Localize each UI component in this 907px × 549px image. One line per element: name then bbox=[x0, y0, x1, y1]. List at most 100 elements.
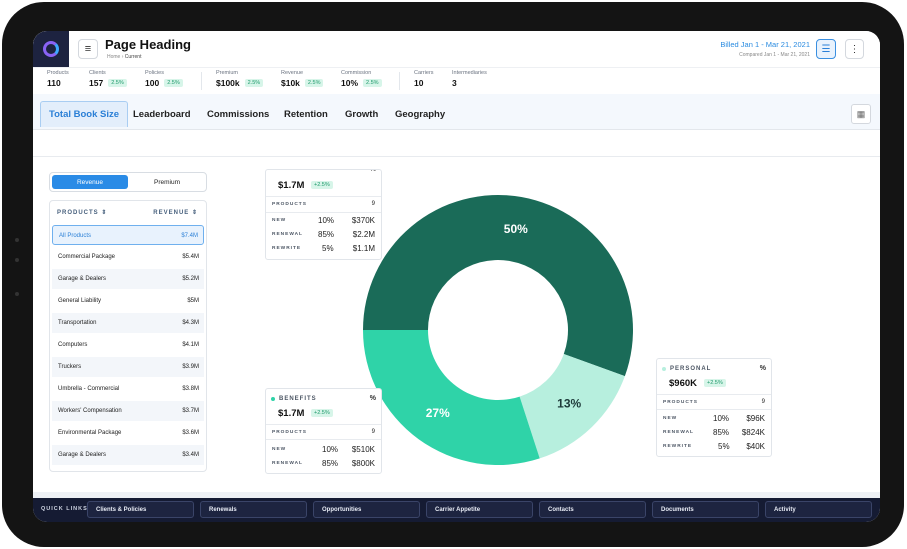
donut-slice-50[interactable] bbox=[363, 194, 633, 377]
tab-commissions[interactable]: Commissions bbox=[207, 108, 270, 120]
card-row-label: REWRITE bbox=[663, 444, 693, 449]
quick-link-activity[interactable]: Activity bbox=[765, 501, 872, 518]
card-row-label: NEW bbox=[272, 218, 287, 223]
stat-badge: 2.5% bbox=[164, 79, 183, 87]
card-row-pct: 85% bbox=[318, 230, 335, 239]
top-bar: ≡ Page Heading Home › Current Billed Jan… bbox=[33, 31, 880, 67]
quick-link-renewals[interactable]: Renewals bbox=[200, 501, 307, 518]
card-row-label: RENEWAL bbox=[272, 232, 303, 237]
table-row[interactable]: Garage & Dealers $3.4M bbox=[52, 445, 204, 465]
table-row[interactable]: All Products $7.4M bbox=[52, 225, 204, 245]
camera-dot bbox=[15, 258, 19, 262]
table-row[interactable]: General Liability $5M bbox=[52, 291, 204, 311]
quick-link-clients-policies[interactable]: Clients & Policies bbox=[87, 501, 194, 518]
tab-retention[interactable]: Retention bbox=[284, 108, 328, 120]
toggle-revenue[interactable]: Revenue bbox=[52, 175, 128, 189]
breadcrumb-home[interactable]: Home bbox=[107, 54, 121, 60]
donut-slice-label: 27% bbox=[426, 406, 450, 420]
grid-view-button[interactable]: ▦ bbox=[851, 104, 871, 124]
row-revenue-value: $3.4M bbox=[182, 452, 199, 458]
stat-label: Products bbox=[47, 70, 69, 76]
table-row[interactable]: Umbrella - Commercial $3.8M bbox=[52, 379, 204, 399]
app-logo[interactable] bbox=[33, 31, 69, 67]
personal-legend-dot bbox=[662, 367, 666, 371]
stat-products: Products 110 bbox=[47, 70, 69, 88]
quick-link-contacts[interactable]: Contacts bbox=[539, 501, 646, 518]
commercial-detail-card[interactable]: % $1.7M +2.5% PRODUCTS 9 NEW 10% $370K R… bbox=[265, 169, 382, 260]
card-divider bbox=[657, 394, 771, 395]
stat-policies: Policies 100 2.5% bbox=[145, 70, 183, 88]
card-products-label: PRODUCTS bbox=[272, 202, 307, 207]
stat-value: 3 bbox=[452, 78, 457, 88]
benefits-legend-dot bbox=[271, 397, 275, 401]
row-product-name: Environmental Package bbox=[58, 430, 122, 436]
stat-revenue: Revenue $10k 2.5% bbox=[281, 70, 324, 88]
donut-slice-13[interactable] bbox=[519, 353, 625, 459]
card-amount: $1.7M bbox=[278, 408, 305, 419]
tab-total-book-size[interactable]: Total Book Size bbox=[40, 101, 129, 127]
stat-value: $100k bbox=[216, 78, 240, 88]
quick-link-carrier-appetite[interactable]: Carrier Appetite bbox=[426, 501, 533, 518]
table-row[interactable]: Commercial Package $5.4M bbox=[52, 247, 204, 267]
card-products-count: 9 bbox=[371, 201, 375, 207]
stat-label: Premium bbox=[216, 70, 239, 76]
more-options-button[interactable]: ⋮ bbox=[845, 39, 864, 59]
stat-label: Intermediaries bbox=[452, 70, 487, 76]
card-divider bbox=[266, 424, 381, 425]
stat-commission: Commission 10% 2.5% bbox=[341, 70, 382, 88]
menu-button[interactable]: ≡ bbox=[78, 39, 98, 59]
content-divider bbox=[33, 156, 880, 157]
benefits-detail-card[interactable]: BENEFITS % $1.7M +2.5% PRODUCTS 9 NEW 10… bbox=[265, 388, 382, 474]
card-divider bbox=[266, 212, 381, 213]
quick-link-opportunities[interactable]: Opportunities bbox=[313, 501, 420, 518]
row-product-name: Umbrella - Commercial bbox=[58, 386, 120, 392]
card-name: BENEFITS bbox=[279, 396, 317, 402]
card-row-value: $40K bbox=[746, 442, 765, 451]
card-row-value: $510K bbox=[351, 445, 375, 454]
row-product-name: Truckers bbox=[58, 364, 82, 370]
camera-dot bbox=[15, 238, 19, 242]
stat-label: Policies bbox=[145, 70, 164, 76]
stats-bar: Products 110 Clients 157 2.5% Policies 10… bbox=[33, 67, 880, 95]
row-revenue-value: $3.9M bbox=[182, 364, 199, 370]
stats-divider bbox=[201, 72, 202, 90]
card-row-value: $824K bbox=[741, 428, 765, 437]
book-size-donut-chart: 50% 13% 27% bbox=[363, 193, 633, 467]
filter-button[interactable]: ☰ bbox=[816, 39, 836, 59]
products-column-header[interactable]: PRODUCTS ⇕ bbox=[57, 210, 108, 216]
stat-label: Carriers bbox=[414, 70, 434, 76]
donut-slice-label: 13% bbox=[557, 397, 581, 411]
sliders-icon: ☰ bbox=[821, 43, 831, 55]
card-row-label: NEW bbox=[663, 416, 678, 421]
row-revenue-value: $5.2M bbox=[182, 276, 199, 282]
stat-value: 110 bbox=[47, 78, 61, 88]
table-row[interactable]: Workers' Compensation $3.7M bbox=[52, 401, 204, 421]
table-row[interactable]: Truckers $3.9M bbox=[52, 357, 204, 377]
tab-geography[interactable]: Geography bbox=[395, 108, 446, 120]
card-row-value: $2.2M bbox=[352, 230, 375, 239]
tab-leaderboard[interactable]: Leaderboard bbox=[133, 108, 191, 120]
card-percent-symbol: % bbox=[369, 395, 376, 402]
toggle-premium[interactable]: Premium bbox=[153, 178, 180, 186]
row-revenue-value: $4.1M bbox=[182, 342, 199, 348]
billed-range[interactable]: Billed Jan 1 - Mar 21, 2021 bbox=[720, 40, 810, 49]
personal-detail-card[interactable]: PERSONAL % $960K +2.5% PRODUCTS 9 NEW 10… bbox=[656, 358, 772, 457]
table-row[interactable]: Transportation $4.3M bbox=[52, 313, 204, 333]
table-row[interactable]: Environmental Package $3.6M bbox=[52, 423, 204, 443]
quick-link-documents[interactable]: Documents bbox=[652, 501, 759, 518]
table-row[interactable]: Computers $4.1M bbox=[52, 335, 204, 355]
stat-badge: 2.5% bbox=[363, 79, 382, 87]
vertical-dots-icon: ⋮ bbox=[849, 43, 860, 55]
card-amount: $960K bbox=[669, 378, 697, 389]
hamburger-icon: ≡ bbox=[84, 43, 92, 55]
table-row[interactable]: Garage & Dealers $5.2M bbox=[52, 269, 204, 289]
donut-slice-27[interactable] bbox=[363, 330, 540, 465]
tab-growth[interactable]: Growth bbox=[345, 108, 379, 120]
row-revenue-value: $4.3M bbox=[182, 320, 199, 326]
row-revenue-value: $5.4M bbox=[182, 254, 199, 260]
row-product-name: Garage & Dealers bbox=[58, 276, 107, 282]
card-row-value: $1.1M bbox=[352, 244, 375, 253]
revenue-column-header[interactable]: REVENUE ⇕ bbox=[153, 210, 198, 216]
card-row-pct: 85% bbox=[713, 428, 730, 437]
